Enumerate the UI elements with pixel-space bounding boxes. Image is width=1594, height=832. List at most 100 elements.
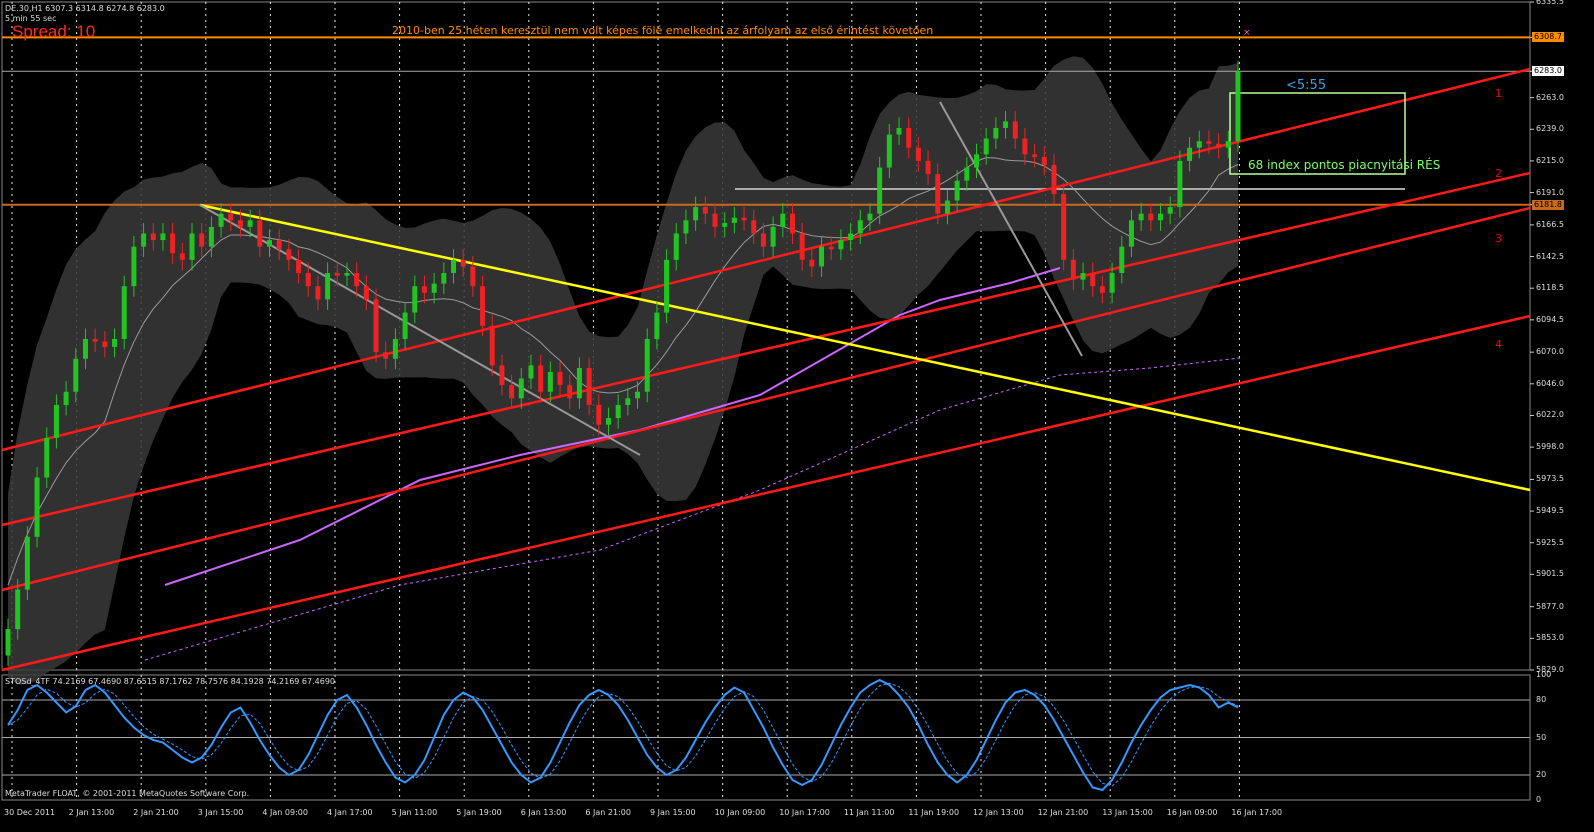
candle-body: [480, 286, 486, 326]
time-axis-label: 5 Jan 19:00: [456, 808, 502, 817]
candle-body: [886, 134, 892, 168]
candle-body: [819, 246, 825, 267]
bollinger-middle: [7, 157, 1239, 586]
candle-body: [848, 233, 854, 241]
candle-body: [567, 385, 573, 399]
candle-body: [683, 220, 689, 234]
price-axis-label: 5829.0: [1536, 665, 1564, 674]
candle-body: [92, 338, 98, 342]
channel-line-3: [1, 206, 1531, 592]
candle-body: [925, 160, 931, 175]
candle-body: [470, 266, 476, 287]
trendline: [199, 203, 1531, 492]
candle-body: [208, 226, 214, 247]
time-axis-label: 16 Jan 09:00: [1166, 808, 1218, 817]
time-axis-label: 10 Jan 17:00: [779, 808, 830, 817]
candle-body: [334, 273, 340, 276]
candle-body: [5, 629, 11, 656]
time-axis-label: 4 Jan 09:00: [262, 808, 308, 817]
candle-body: [363, 286, 369, 300]
candle-body: [1090, 273, 1096, 287]
candle-body: [1109, 273, 1115, 293]
price-marker: 6181.8: [1532, 199, 1564, 210]
candle-body: [1022, 138, 1028, 155]
candle-body: [557, 371, 563, 386]
candle-body: [141, 233, 147, 247]
candle-body: [247, 220, 253, 227]
candle-body: [635, 391, 641, 399]
indicator-axis-label: 20: [1536, 770, 1547, 779]
candle-body: [722, 222, 728, 227]
candle-body: [693, 207, 699, 221]
candle-body: [528, 365, 534, 379]
candle-body: [160, 233, 166, 241]
price-marker: 6283.0: [1532, 66, 1564, 77]
candle-body: [402, 312, 408, 339]
candle-body: [199, 233, 205, 247]
candle-body: [499, 365, 505, 386]
candle-body: [538, 365, 544, 392]
time-axis-label: 2 Jan 13:00: [68, 808, 115, 817]
candle-body: [731, 217, 737, 223]
candle-body: [935, 174, 941, 214]
candle-body: [354, 273, 360, 287]
candle-body: [276, 240, 282, 250]
candle-body: [760, 233, 766, 247]
candle-body: [625, 398, 631, 405]
bar-countdown: <5:55: [1286, 78, 1327, 93]
candle-body: [1041, 156, 1047, 165]
candle-body: [460, 259, 466, 267]
candle-body: [1206, 141, 1212, 144]
candle-body: [373, 299, 379, 353]
indicator-axis-label: 50: [1536, 732, 1547, 742]
candle-body: [150, 233, 156, 241]
time-axis-label: 12 Jan 13:00: [973, 808, 1024, 817]
candle-body: [1177, 160, 1183, 208]
indicator-axis-label: 100: [1536, 670, 1552, 679]
indicator-label: STOSd_4TF 74.2169 67.4690 87.6515 87.176…: [5, 677, 335, 686]
candle-body: [218, 213, 224, 227]
candle-body: [741, 217, 747, 221]
candle-body: [1216, 143, 1222, 148]
main-pane-frame: [1, 1, 1531, 671]
time-axis-label: 16 Jan 17:00: [1231, 808, 1283, 817]
candle-body: [877, 167, 883, 214]
candle-body: [576, 367, 582, 399]
price-axis-label: 6022.0: [1536, 410, 1564, 420]
candle-body: [237, 220, 243, 227]
candle-body: [838, 240, 844, 250]
time-axis-label: 13 Jan 15:00: [1102, 808, 1153, 817]
candle-body: [412, 286, 418, 313]
candle-body: [1080, 273, 1086, 280]
time-axis-label: 5 Jan 11:00: [391, 808, 438, 817]
price-axis-label: 5998.0: [1536, 442, 1564, 452]
candle-body: [586, 367, 592, 405]
price-axis-label: 6142.5: [1536, 251, 1564, 261]
candle-body: [654, 312, 660, 339]
candle-body: [451, 259, 457, 274]
time-axis-label: 10 Jan 09:00: [714, 808, 766, 817]
candle-body: [1225, 141, 1231, 148]
price-axis-label: 5949.5: [1536, 506, 1564, 516]
candle-body: [915, 147, 921, 161]
candle-body: [1235, 71, 1241, 142]
channel-line-4: [1, 314, 1531, 672]
candle-body: [286, 249, 292, 260]
time-axis-label: 30 Dec 2011: [4, 808, 56, 817]
stoch-main-line: [7, 678, 1239, 792]
price-axis-label: 5925.5: [1536, 537, 1564, 547]
candle-body: [325, 273, 331, 300]
candle-body: [121, 286, 127, 339]
candle-body: [1128, 220, 1134, 247]
candle-body: [867, 213, 873, 221]
stoch-signal-line: [7, 682, 1239, 787]
candle-body: [964, 167, 970, 181]
price-axis-label: 5973.5: [1536, 474, 1564, 484]
candle-body: [431, 283, 437, 293]
candle-body: [1119, 246, 1125, 274]
channel-line-2: [1, 171, 1531, 527]
candle-body: [82, 338, 88, 359]
cross-marker: ×: [1243, 28, 1251, 38]
candle-body: [344, 273, 350, 276]
